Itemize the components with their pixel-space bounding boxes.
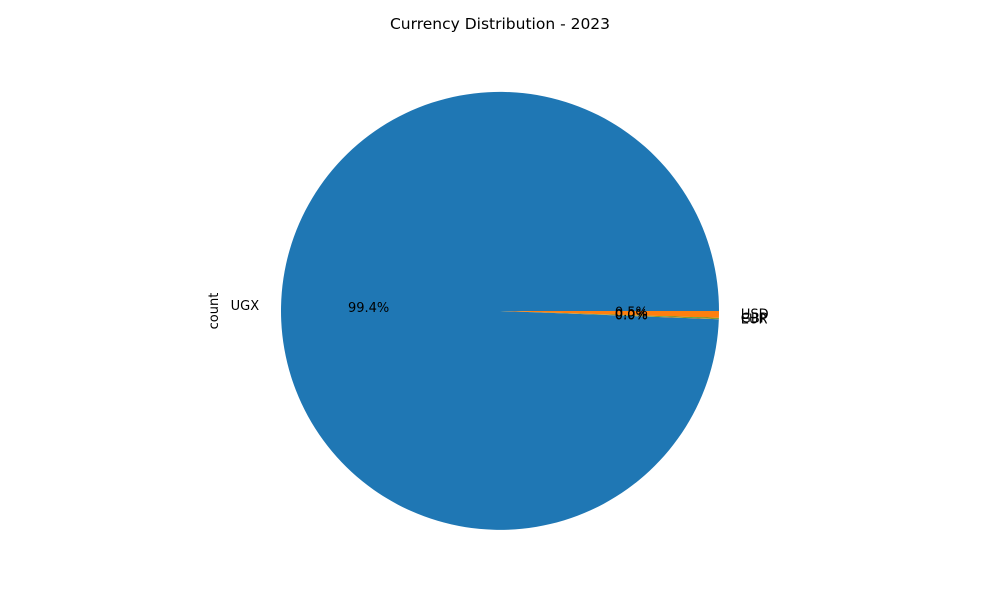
- pct-label-eur: 0.0%: [615, 308, 648, 323]
- chart-title: Currency Distribution - 2023: [390, 15, 610, 33]
- pie-slice-ugx: [281, 91, 719, 530]
- pie-slices: [281, 91, 719, 530]
- slice-label-gbp: GBP: [741, 312, 768, 327]
- pct-label-gbp: 0.0%: [615, 308, 648, 323]
- y-axis-label: count: [207, 293, 222, 330]
- pie-slice-usd: [500, 311, 719, 318]
- slice-label-ugx: UGX: [231, 299, 260, 314]
- slice-label-eur: EUR: [741, 312, 768, 327]
- pct-label-ugx: 99.4%: [348, 301, 389, 316]
- pct-label-usd: 0.5%: [615, 306, 648, 321]
- pie-slice-eur: [500, 311, 719, 320]
- pie-slice-gbp: [500, 311, 719, 319]
- slice-label-usd: USD: [741, 307, 769, 322]
